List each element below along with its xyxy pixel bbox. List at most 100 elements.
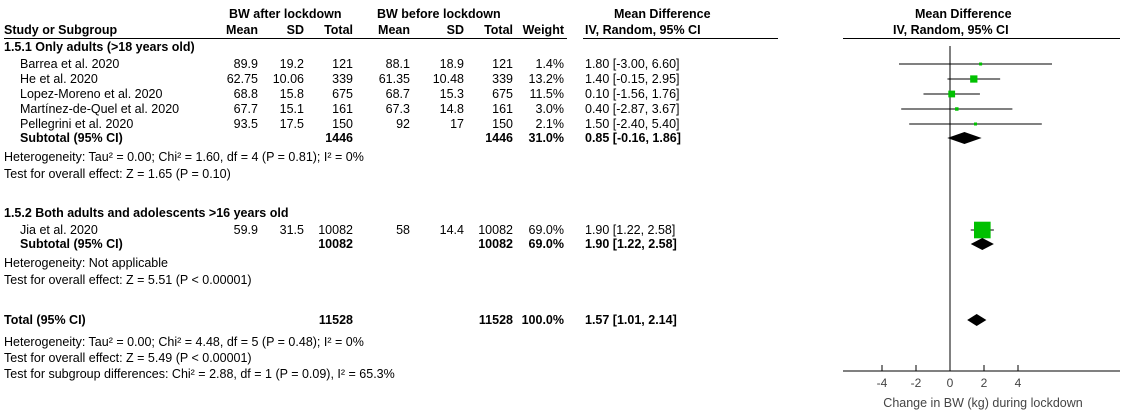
- subtotal-before: 1446: [485, 131, 513, 145]
- plot-header-rule: [843, 38, 1120, 39]
- group-after-header: BW after lockdown: [229, 7, 342, 21]
- total-weight: 100.0%: [521, 313, 564, 327]
- total-after: 121: [332, 57, 353, 71]
- subtotal-ci: 1.90 [1.22, 2.58]: [585, 237, 677, 251]
- total-before: 161: [492, 102, 513, 116]
- subtotal-weight: 69.0%: [528, 237, 564, 251]
- total-after-header: Total: [324, 23, 353, 37]
- weight: 11.5%: [529, 87, 564, 101]
- sd-before: 14.4: [439, 223, 464, 237]
- group-before-header: BW before lockdown: [377, 7, 501, 21]
- sd-after: 17.5: [279, 117, 304, 131]
- study-square: [974, 122, 977, 126]
- total-after: 10082: [318, 223, 353, 237]
- study-column-header: Study or Subgroup: [4, 23, 118, 37]
- total-ci: 1.57 [1.01, 2.14]: [585, 313, 677, 327]
- subtotal-after: 1446: [325, 131, 353, 145]
- mean-after: 67.7: [233, 102, 258, 116]
- total-after: 161: [332, 102, 353, 116]
- mean-after: 93.5: [233, 117, 258, 131]
- heterogeneity-text: Heterogeneity: Tau² = 0.00; Chi² = 1.60,…: [4, 150, 364, 164]
- study-name: Pellegrini et al. 2020: [20, 117, 134, 131]
- overall-effect-text: Test for overall effect: Z = 5.49 (P < 0…: [4, 351, 252, 365]
- heterogeneity-text: Heterogeneity: Tau² = 0.00; Chi² = 4.48,…: [4, 335, 364, 349]
- study-name: Jia et al. 2020: [20, 223, 98, 237]
- mean-difference-ci: 1.40 [-0.15, 2.95]: [585, 72, 680, 86]
- weight: 1.4%: [535, 57, 565, 71]
- sd-after: 19.2: [279, 57, 304, 71]
- mean-before-header: Mean: [378, 23, 410, 37]
- md-title: Mean Difference: [614, 7, 711, 21]
- subtotal-label: Subtotal (95% CI): [20, 237, 123, 251]
- mean-before: 88.1: [385, 57, 410, 71]
- total-label: Total (95% CI): [4, 313, 86, 327]
- pooled-diamond: [967, 314, 987, 326]
- mean-after: 62.75: [226, 72, 258, 86]
- x-tick-label: -4: [877, 376, 888, 390]
- mean-before: 58: [396, 223, 410, 237]
- x-tick-label: 0: [947, 376, 954, 390]
- mean-before: 61.35: [378, 72, 410, 86]
- subgroup-title: 1.5.1 Only adults (>18 years old): [4, 40, 195, 54]
- study-square: [979, 62, 983, 66]
- weight: 69.0%: [528, 223, 564, 237]
- total-after: 339: [332, 72, 353, 86]
- mean-after-header: Mean: [226, 23, 258, 37]
- md-method-header: IV, Random, 95% CI: [585, 23, 701, 37]
- sd-after: 31.5: [279, 223, 304, 237]
- weight-header: Weight: [522, 23, 564, 37]
- mean-before: 67.3: [385, 102, 410, 116]
- weight: 13.2%: [528, 72, 564, 86]
- heterogeneity-text: Heterogeneity: Not applicable: [4, 256, 168, 270]
- sd-before-header: SD: [446, 23, 464, 37]
- study-name: Barrea et al. 2020: [20, 57, 120, 71]
- total-before: 150: [492, 117, 513, 131]
- mean-after: 89.9: [233, 57, 258, 71]
- study-square: [970, 75, 978, 83]
- subtotal-weight: 31.0%: [528, 131, 564, 145]
- x-tick-label: 2: [981, 376, 988, 390]
- total-after: 11528: [318, 313, 353, 327]
- total-before: 121: [492, 57, 513, 71]
- mean-difference-ci: 1.90 [1.22, 2.58]: [585, 223, 676, 237]
- sd-before: 17: [450, 117, 464, 131]
- mean-after: 59.9: [233, 223, 258, 237]
- weight: 3.0%: [535, 102, 565, 116]
- sd-before: 15.3: [439, 87, 464, 101]
- subgroup-differences-text: Test for subgroup differences: Chi² = 2.…: [4, 367, 395, 381]
- mean-before: 68.7: [385, 87, 410, 101]
- mean-difference-ci: 1.50 [-2.40, 5.40]: [585, 117, 680, 131]
- sd-after-header: SD: [286, 23, 304, 37]
- plot-title: Mean Difference: [915, 7, 1012, 21]
- x-axis-label: Change in BW (kg) during lockdown: [883, 396, 1083, 410]
- mean-before: 92: [396, 117, 410, 131]
- study-square: [973, 221, 991, 239]
- study-name: He et al. 2020: [20, 72, 98, 86]
- total-before: 11528: [478, 313, 513, 327]
- header-rule: [4, 38, 567, 39]
- study-square: [955, 107, 959, 111]
- pooled-diamond: [947, 132, 982, 144]
- subgroup-title: 1.5.2 Both adults and adolescents >16 ye…: [4, 206, 289, 220]
- subtotal-label: Subtotal (95% CI): [20, 131, 123, 145]
- total-before-header: Total: [484, 23, 513, 37]
- total-after: 150: [332, 117, 353, 131]
- study-name: Lopez-Moreno et al. 2020: [20, 87, 163, 101]
- x-tick-label: 4: [1015, 376, 1022, 390]
- mean-after: 68.8: [233, 87, 258, 101]
- sd-after: 10.06: [272, 72, 304, 86]
- mean-difference-ci: 0.10 [-1.56, 1.76]: [585, 87, 680, 101]
- sd-after: 15.8: [279, 87, 304, 101]
- overall-effect-text: Test for overall effect: Z = 5.51 (P < 0…: [4, 273, 252, 287]
- mean-difference-ci: 1.80 [-3.00, 6.60]: [585, 57, 680, 71]
- subtotal-ci: 0.85 [-0.16, 1.86]: [585, 131, 681, 145]
- mean-difference-ci: 0.40 [-2.87, 3.67]: [585, 102, 680, 116]
- plot-method-header: IV, Random, 95% CI: [893, 23, 1009, 37]
- sd-before: 10.48: [432, 72, 464, 86]
- study-name: Martínez-de-Quel et al. 2020: [20, 102, 180, 116]
- sd-after: 15.1: [279, 102, 304, 116]
- total-after: 675: [332, 87, 353, 101]
- weight: 2.1%: [535, 117, 565, 131]
